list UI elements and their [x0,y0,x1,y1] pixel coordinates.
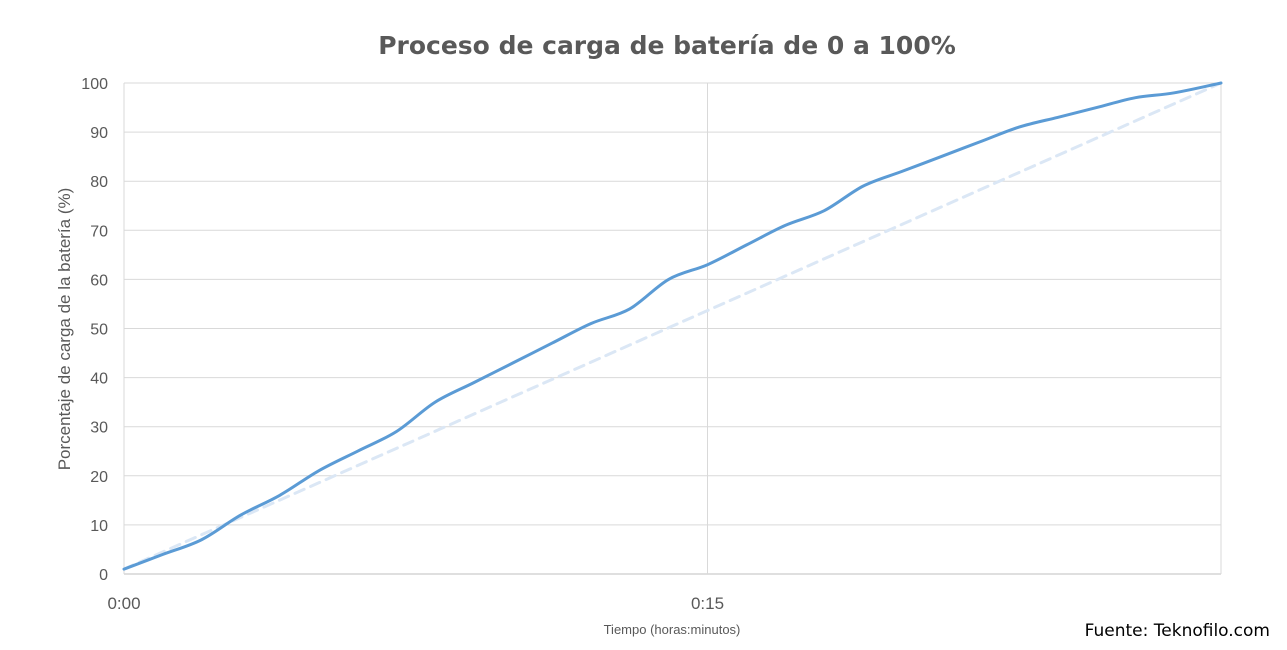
y-tick-label: 90 [90,125,108,142]
y-tick-label: 70 [90,223,108,240]
y-tick-label: 40 [90,371,108,388]
series-group [122,81,1223,571]
y-axis-label: Porcentaje de carga de la batería (%) [55,188,74,471]
series-line-charge [122,81,1223,571]
series-line-reference [122,81,1223,571]
x-tick-label: 0:15 [691,594,724,613]
chart-title: Proceso de carga de batería de 0 a 100% [378,31,956,60]
gridlines [123,82,1222,575]
y-tick-label: 50 [90,322,108,339]
y-tick-label: 100 [81,76,108,93]
x-axis-label: Tiempo (horas:minutos) [604,622,741,637]
source-credit: Fuente: Teknofilo.com [1085,621,1270,641]
y-tick-label: 60 [90,272,108,289]
x-tick-label: 0:00 [107,594,140,613]
y-tick-label: 0 [99,567,108,584]
y-tick-label: 10 [90,518,108,535]
y-tick-label: 20 [90,469,108,486]
y-tick-label: 80 [90,174,108,191]
y-axis-ticks: 0 10 20 30 40 50 60 70 80 90 100 [81,76,108,584]
x-axis-ticks: 0:00 0:15 [107,594,724,613]
y-tick-label: 30 [90,420,108,437]
